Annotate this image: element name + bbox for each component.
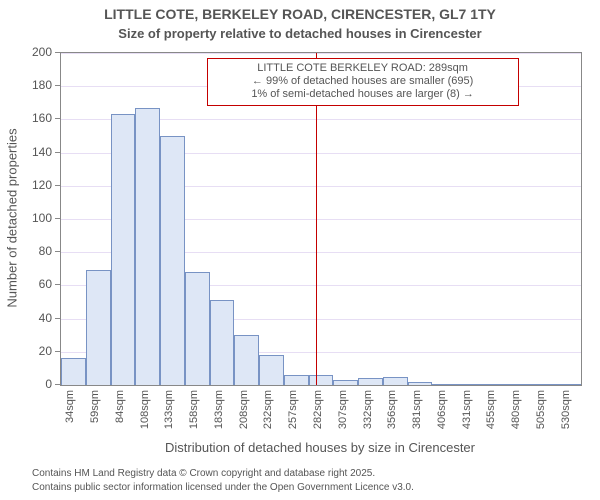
- y-tick-mark: [55, 185, 60, 186]
- x-tick-label: 257sqm: [287, 390, 299, 440]
- y-tick-mark: [55, 118, 60, 119]
- x-tick-label: 530sqm: [560, 390, 572, 440]
- y-tick-mark: [55, 152, 60, 153]
- y-tick-label: 100: [0, 211, 52, 225]
- x-tick-label: 356sqm: [386, 390, 398, 440]
- y-tick-label: 40: [0, 311, 52, 325]
- x-tick-label: 332sqm: [362, 390, 374, 440]
- y-tick-label: 80: [0, 244, 52, 258]
- chart-container: LITTLE COTE, BERKELEY ROAD, CIRENCESTER,…: [0, 0, 600, 500]
- y-tick-label: 120: [0, 178, 52, 192]
- y-tick-label: 180: [0, 78, 52, 92]
- histogram-bar: [531, 384, 556, 385]
- credit-line-2: Contains public sector information licen…: [32, 482, 600, 493]
- y-tick-label: 60: [0, 277, 52, 291]
- x-tick-label: 158sqm: [188, 390, 200, 440]
- histogram-bar: [507, 384, 532, 385]
- x-axis-label: Distribution of detached houses by size …: [60, 440, 580, 455]
- y-tick-label: 200: [0, 45, 52, 59]
- histogram-bar: [234, 335, 259, 385]
- x-tick-label: 480sqm: [510, 390, 522, 440]
- x-tick-label: 406sqm: [436, 390, 448, 440]
- annotation-line1: LITTLE COTE BERKELEY ROAD: 289sqm: [211, 62, 515, 75]
- histogram-bar: [185, 272, 210, 385]
- x-tick-label: 307sqm: [337, 390, 349, 440]
- x-tick-label: 381sqm: [411, 390, 423, 440]
- x-tick-label: 133sqm: [163, 390, 175, 440]
- chart-title-line2: Size of property relative to detached ho…: [0, 26, 600, 41]
- histogram-bar: [358, 378, 383, 385]
- y-tick-mark: [55, 318, 60, 319]
- histogram-bar: [333, 380, 358, 385]
- annotation-line3: 1% of semi-detached houses are larger (8…: [211, 88, 515, 101]
- y-tick-mark: [55, 52, 60, 53]
- x-tick-label: 208sqm: [238, 390, 250, 440]
- y-tick-label: 140: [0, 145, 52, 159]
- histogram-bar: [284, 375, 309, 385]
- y-tick-mark: [55, 284, 60, 285]
- x-tick-label: 108sqm: [139, 390, 151, 440]
- histogram-bar: [160, 136, 185, 385]
- histogram-bar: [259, 355, 284, 385]
- chart-title-line1: LITTLE COTE, BERKELEY ROAD, CIRENCESTER,…: [0, 6, 600, 22]
- y-tick-mark: [55, 384, 60, 385]
- histogram-bar: [556, 384, 581, 385]
- annotation-box: LITTLE COTE BERKELEY ROAD: 289sqm ← 99% …: [207, 58, 519, 106]
- annotation-line2: ← 99% of detached houses are smaller (69…: [211, 75, 515, 88]
- histogram-bar: [309, 375, 334, 385]
- histogram-bar: [457, 384, 482, 385]
- x-tick-label: 505sqm: [535, 390, 547, 440]
- x-tick-label: 183sqm: [213, 390, 225, 440]
- y-tick-mark: [55, 85, 60, 86]
- x-tick-label: 431sqm: [461, 390, 473, 440]
- y-tick-label: 160: [0, 111, 52, 125]
- histogram-bar: [210, 300, 235, 385]
- x-tick-label: 84sqm: [114, 390, 126, 440]
- histogram-bar: [432, 384, 457, 385]
- histogram-bar: [135, 108, 160, 385]
- histogram-bar: [482, 384, 507, 385]
- x-tick-label: 455sqm: [485, 390, 497, 440]
- y-tick-mark: [55, 351, 60, 352]
- x-tick-label: 59sqm: [89, 390, 101, 440]
- histogram-bar: [111, 114, 136, 385]
- histogram-bar: [408, 382, 433, 385]
- y-tick-mark: [55, 218, 60, 219]
- y-tick-label: 20: [0, 344, 52, 358]
- x-tick-label: 232sqm: [262, 390, 274, 440]
- plot-area: LITTLE COTE BERKELEY ROAD: 289sqm ← 99% …: [60, 52, 582, 386]
- grid-line: [61, 53, 581, 54]
- x-tick-label: 34sqm: [64, 390, 76, 440]
- histogram-bar: [61, 358, 86, 385]
- x-tick-label: 282sqm: [312, 390, 324, 440]
- y-tick-label: 0: [0, 377, 52, 391]
- histogram-bar: [383, 377, 408, 385]
- credit-line-1: Contains HM Land Registry data © Crown c…: [32, 468, 600, 479]
- histogram-bar: [86, 270, 111, 385]
- y-tick-mark: [55, 251, 60, 252]
